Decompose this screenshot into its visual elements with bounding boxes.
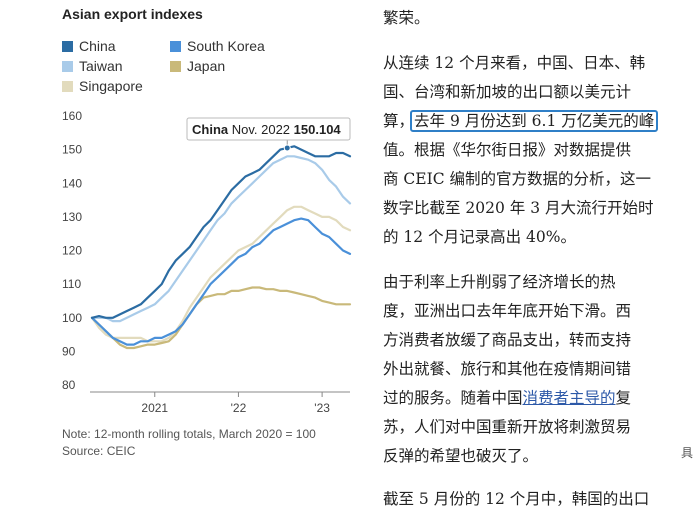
tooltip-value: 150.104	[294, 122, 342, 137]
tooltip-text: China Nov. 2022 150.104	[192, 122, 341, 137]
line-chart: 80 90 100 110 120 130 140 150 160 2021 '22 '23 China…	[62, 109, 352, 415]
x-tick-label: '23	[314, 401, 330, 415]
y-tick-label: 110	[62, 277, 81, 291]
legend-swatch-south-korea	[170, 41, 181, 52]
y-tick-label: 100	[62, 311, 82, 325]
tooltip-date: Nov. 2022	[232, 122, 294, 137]
legend-item-singapore: Singapore	[62, 78, 143, 94]
highlighted-text[interactable]: 去年 9 月份达到 6.1 万亿美元的峰	[410, 110, 659, 132]
article-line: 度，亚洲出口去年年底开始下滑。西	[383, 302, 632, 320]
article-line: 商 CEIC 编制的官方数据的分析，这一	[383, 170, 652, 188]
y-tick-label: 160	[62, 109, 82, 123]
legend-item-south-korea: South Korea	[170, 38, 265, 54]
article-text-fragment: 复	[615, 389, 632, 407]
legend-swatch-singapore	[62, 81, 73, 92]
series-line-singapore	[90, 205, 352, 343]
article-line: 繁荣。	[383, 9, 430, 27]
legend-item-japan: Japan	[170, 58, 225, 74]
article-line: 截至 5 月份的 12 个月中，韩国的出口	[383, 490, 650, 508]
article-line: 过的服务。随着中国消费者主导的复	[383, 384, 673, 413]
tooltip-series-name: China	[192, 122, 232, 137]
article-line: 由于利率上升削弱了经济增长的热	[383, 273, 616, 291]
legend-swatch-taiwan	[62, 61, 73, 72]
article-line: 算，去年 9 月份达到 6.1 万亿美元的峰	[383, 107, 673, 136]
article-line: 反弹的希望也破灭了。	[383, 447, 539, 465]
y-tick-label: 120	[62, 244, 82, 258]
legend-item-taiwan: Taiwan	[62, 58, 123, 74]
series-line-japan	[90, 286, 352, 350]
legend-item-china: China	[62, 38, 116, 54]
series-line-south-korea	[90, 217, 352, 346]
consumer-led-link[interactable]: 消费者主导的	[522, 389, 616, 407]
legend-swatch-china	[62, 41, 73, 52]
y-tick-label: 130	[62, 210, 82, 224]
article-line: 国、台湾和新加坡的出口额以美元计	[383, 83, 632, 101]
chart-source: Source: CEIC	[62, 444, 136, 458]
y-tick-label: 90	[62, 344, 76, 358]
article-line: 外出就餐、旅行和其他在疫情期间错	[383, 360, 632, 378]
tooltip-point	[283, 144, 291, 152]
chart-note: Note: 12-month rolling totals, March 202…	[62, 427, 316, 441]
chart-panel: Asian export indexes China South Korea T…	[0, 0, 362, 462]
article-text-fragment: 算，	[383, 112, 415, 130]
legend-swatch-japan	[170, 61, 181, 72]
y-tick-label: 140	[62, 176, 82, 190]
article-paragraph-3: 截至 5 月份的 12 个月中，韩国的出口	[383, 485, 673, 514]
article-line: 从连续 12 个月来看，中国、日本、韩	[383, 54, 646, 72]
article-paragraph-1: 从连续 12 个月来看，中国、日本、韩 国、台湾和新加坡的出口额以美元计 算，去…	[383, 49, 673, 252]
article-line: 方消费者放缓了商品支出，转而支持	[383, 331, 632, 349]
article-line: 数字比截至 2020 年 3 月大流行开始时	[383, 199, 654, 217]
article-text-fragment: 过的服务。随着中国	[383, 389, 523, 407]
y-tick-label: 150	[62, 143, 82, 157]
article-line: 的 12 个月记录高出 40%。	[383, 228, 576, 246]
series-line-china	[90, 145, 352, 319]
article-line: 值。根据《华尔街日报》对数据提供	[383, 141, 632, 159]
article-line: 苏，人们对中国重新开放将刺激贸易	[383, 418, 632, 436]
edge-glyph: 具	[681, 446, 693, 460]
x-tick-label: 2021	[141, 401, 168, 415]
chart-title: Asian export indexes	[62, 6, 203, 22]
article-paragraph-0: 繁荣。	[383, 4, 673, 33]
article-text: 繁荣。 从连续 12 个月来看，中国、日本、韩 国、台湾和新加坡的出口额以美元计…	[383, 0, 673, 526]
y-tick-label: 80	[62, 378, 76, 392]
x-tick-label: '22	[231, 401, 247, 415]
article-paragraph-2: 由于利率上升削弱了经济增长的热 度，亚洲出口去年年底开始下滑。西 方消费者放缓了…	[383, 268, 673, 471]
series-line-taiwan	[90, 155, 352, 323]
tooltip-box	[186, 117, 351, 141]
